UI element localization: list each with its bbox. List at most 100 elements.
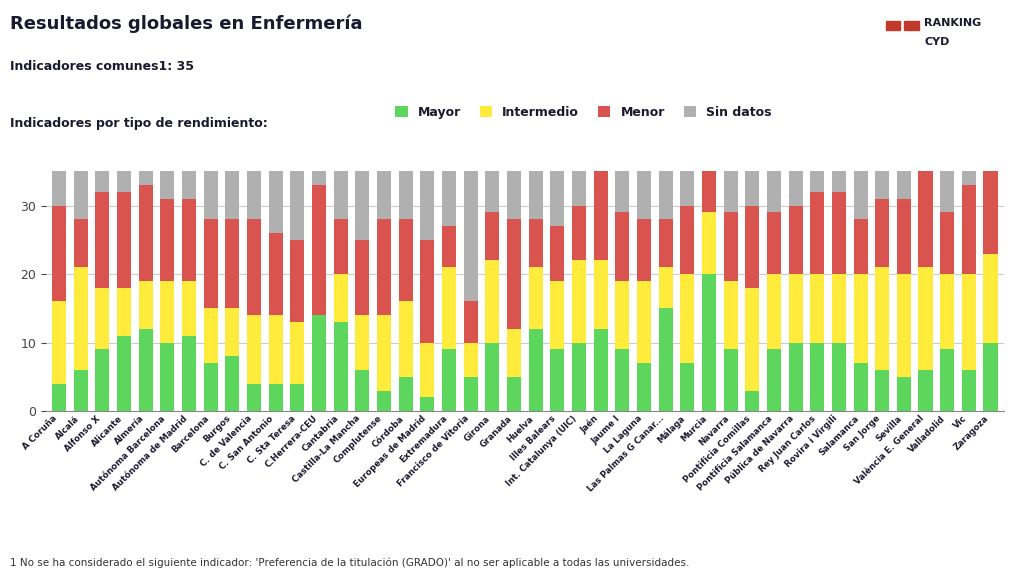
Bar — [594, 260, 607, 329]
Bar — [788, 343, 803, 411]
Bar — [247, 171, 261, 219]
Bar — [225, 308, 240, 356]
Bar — [550, 226, 564, 281]
Bar — [962, 171, 976, 185]
Bar — [572, 171, 586, 206]
Bar — [398, 219, 413, 301]
Bar — [377, 219, 391, 315]
Bar — [464, 377, 477, 411]
Bar — [291, 240, 304, 322]
Bar — [831, 171, 846, 192]
Bar — [442, 267, 456, 349]
Bar — [52, 301, 67, 384]
Bar — [724, 171, 737, 212]
Bar — [745, 171, 759, 206]
Bar — [268, 171, 283, 233]
Bar — [594, 171, 607, 260]
Bar — [680, 363, 694, 411]
Bar — [398, 301, 413, 377]
Bar — [291, 171, 304, 240]
Bar — [117, 171, 131, 192]
Bar — [854, 171, 867, 219]
Bar — [528, 329, 543, 411]
Bar — [658, 171, 673, 219]
Bar — [637, 171, 651, 219]
Bar — [572, 206, 586, 260]
Bar — [334, 274, 348, 322]
Bar — [983, 171, 997, 254]
Bar — [897, 199, 911, 274]
Bar — [788, 274, 803, 343]
Bar — [74, 219, 88, 267]
Bar — [485, 171, 500, 212]
Bar — [724, 349, 737, 411]
Bar — [528, 219, 543, 267]
Bar — [204, 308, 218, 363]
Bar — [919, 171, 933, 267]
Bar — [138, 329, 153, 411]
Bar — [876, 199, 889, 267]
Bar — [182, 199, 196, 281]
Bar — [377, 315, 391, 391]
Bar — [680, 274, 694, 363]
Bar — [355, 315, 370, 370]
Bar — [724, 281, 737, 349]
Bar — [897, 274, 911, 377]
Bar — [291, 322, 304, 384]
Bar — [876, 370, 889, 411]
Bar — [52, 171, 67, 206]
Bar — [983, 254, 997, 343]
Bar — [701, 212, 716, 274]
Bar — [767, 171, 781, 212]
Bar — [334, 171, 348, 219]
Text: 1 No se ha considerado el siguiente indicador: 'Preferencia de la titulación (GR: 1 No se ha considerado el siguiente indi… — [10, 558, 689, 568]
Bar — [420, 240, 434, 343]
Bar — [854, 274, 867, 363]
Bar — [182, 336, 196, 411]
Bar — [615, 349, 630, 411]
Bar — [745, 391, 759, 411]
Bar — [204, 171, 218, 219]
Bar — [334, 322, 348, 411]
Bar — [940, 349, 954, 411]
Bar — [550, 349, 564, 411]
Bar — [615, 171, 630, 212]
Bar — [831, 274, 846, 343]
Bar — [355, 171, 370, 240]
Bar — [594, 329, 607, 411]
Bar — [724, 212, 737, 281]
Bar — [312, 315, 326, 411]
Bar — [161, 171, 174, 199]
Bar — [507, 329, 521, 377]
Bar — [312, 185, 326, 315]
Bar — [291, 384, 304, 411]
Bar — [983, 343, 997, 411]
Bar — [138, 171, 153, 185]
Bar — [615, 281, 630, 349]
Bar — [442, 226, 456, 267]
Bar — [940, 171, 954, 212]
Bar — [940, 212, 954, 274]
Bar — [485, 212, 500, 260]
Bar — [182, 171, 196, 199]
Bar — [767, 349, 781, 411]
Bar — [507, 377, 521, 411]
Bar — [637, 219, 651, 281]
Bar — [962, 185, 976, 274]
Bar — [788, 206, 803, 274]
Bar — [637, 363, 651, 411]
Bar — [919, 370, 933, 411]
Bar — [268, 233, 283, 315]
Bar — [680, 171, 694, 206]
Bar — [658, 267, 673, 308]
Bar — [420, 343, 434, 397]
Bar — [507, 171, 521, 219]
Text: Indicadores por tipo de rendimiento:: Indicadores por tipo de rendimiento: — [10, 117, 268, 130]
Bar — [572, 260, 586, 343]
Bar — [95, 349, 110, 411]
Bar — [919, 267, 933, 370]
Bar — [550, 171, 564, 226]
Bar — [550, 281, 564, 349]
Bar — [767, 212, 781, 274]
Bar — [464, 171, 477, 301]
